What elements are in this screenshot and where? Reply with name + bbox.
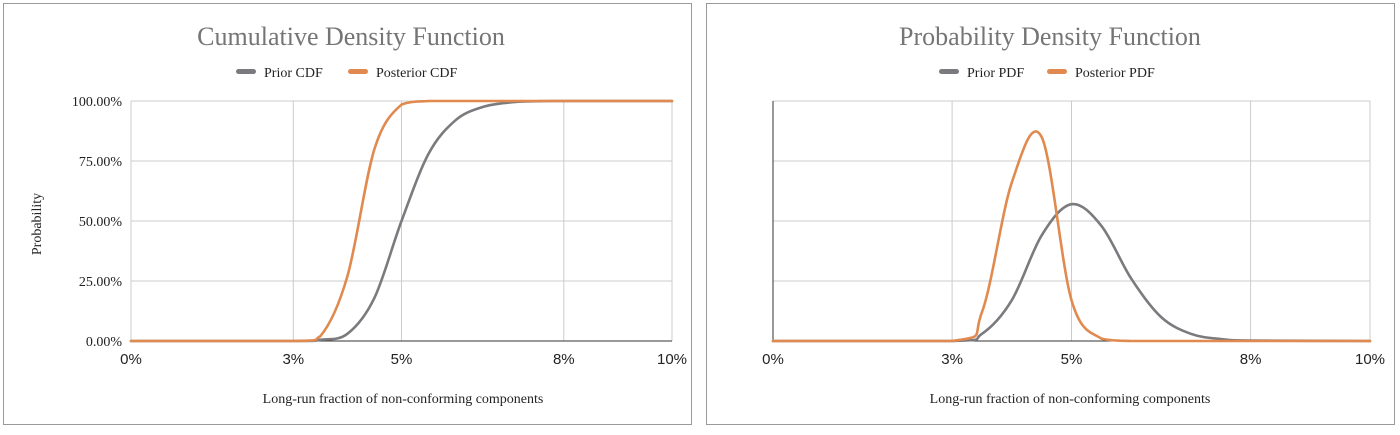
series-lines [771,130,1372,343]
legend-label-posterior: Posterior PDF [1075,66,1155,81]
legend-label-posterior: Posterior CDF [376,66,458,81]
prior-series-line [771,202,1372,343]
chart-title: Cumulative Density Function [197,22,505,51]
x-axis-label: Long-run fraction of non-conforming comp… [263,392,544,407]
x-tick-labels: 0% 3% 5% 8% 10% [762,351,1385,368]
y-tick-label: 50.00% [79,215,123,230]
plot-grid [772,100,1371,342]
chart-legend: Prior PDF Posterior PDF [939,66,1155,81]
x-axis-label: Long-run fraction of non-conforming comp… [930,392,1211,407]
x-tick-label: 5% [391,351,413,368]
pdf-chart-panel: Probability Density Function Prior PDF P… [706,3,1395,425]
chart-title: Probability Density Function [899,22,1201,51]
x-tick-label: 0% [762,351,784,368]
x-tick-label: 5% [1061,351,1083,368]
x-tick-label: 8% [1240,351,1262,368]
x-tick-labels: 0% 3% 5% 8% 10% [120,351,687,368]
pdf-chart: Probability Density Function Prior PDF P… [762,22,1385,407]
y-tick-label: 100.00% [72,95,123,110]
chart-legend: Prior CDF Posterior CDF [236,66,458,81]
legend-swatch-posterior [348,69,368,74]
posterior-series-line [771,130,1372,343]
legend-swatch-prior [939,69,959,74]
y-tick-label: 75.00% [79,155,123,170]
posterior-series-line [129,99,674,343]
cdf-chart-panel: Cumulative Density Function Prior CDF Po… [3,3,692,425]
y-axis-label: Probability [30,193,45,255]
x-tick-label: 3% [941,351,963,368]
y-tick-labels: 0.00% 25.00% 50.00% 75.00% 100.00% [72,95,123,350]
x-tick-label: 10% [1355,351,1385,368]
series-lines [129,99,674,343]
legend-swatch-prior [236,69,256,74]
legend-label-prior: Prior CDF [264,66,323,81]
cdf-chart: Cumulative Density Function Prior CDF Po… [30,22,687,407]
legend-label-prior: Prior PDF [967,66,1024,81]
x-tick-label: 8% [553,351,575,368]
legend-swatch-posterior [1047,69,1067,74]
y-tick-label: 25.00% [79,275,123,290]
y-tick-label: 0.00% [86,335,123,350]
x-tick-label: 10% [657,351,687,368]
x-tick-label: 3% [282,351,304,368]
x-tick-label: 0% [120,351,142,368]
